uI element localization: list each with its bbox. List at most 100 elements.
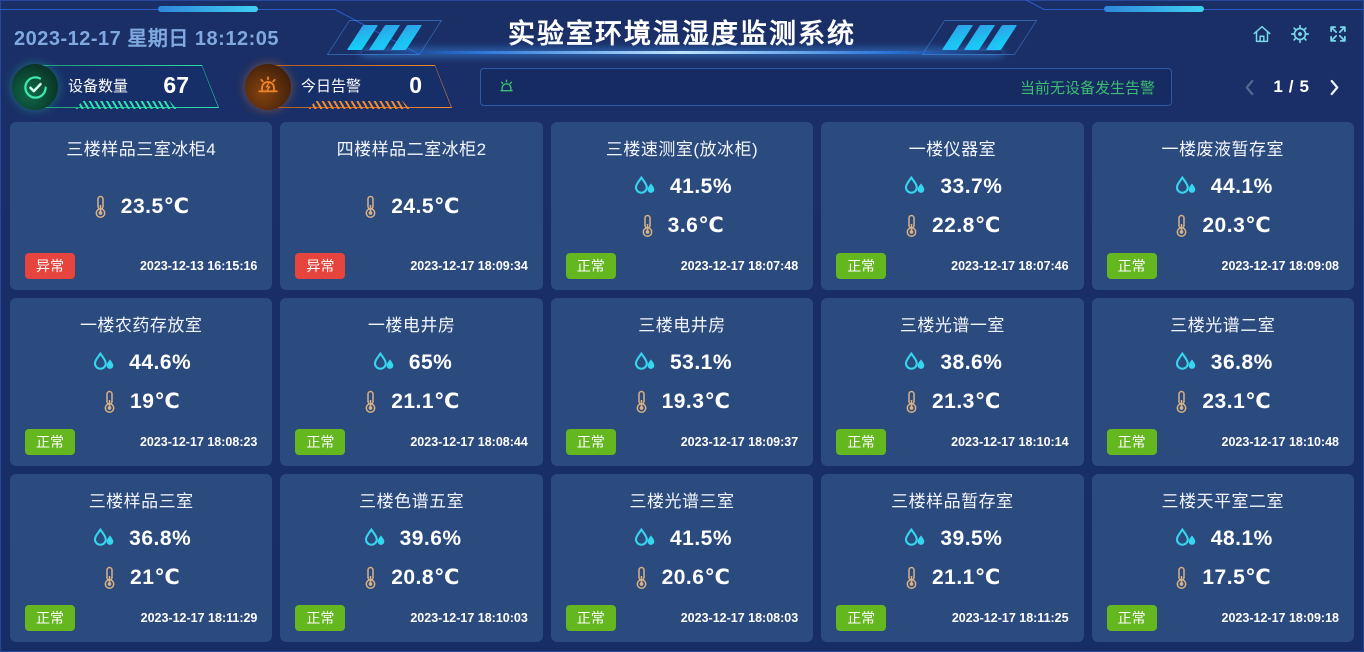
alarm-banner-message: 当前无设备发生告警 — [1019, 79, 1155, 97]
hatch-decoration — [308, 101, 410, 109]
device-card[interactable]: 一楼电井房 65% 21.1℃ 正常 2023-12-17 18:08:44 — [280, 298, 543, 466]
humidity-value: 36.8% — [129, 526, 192, 550]
alarm-count-badge: 今日告警 0 — [245, 63, 452, 111]
room-name: 三楼样品三室冰柜4 — [66, 140, 217, 159]
thermometer-icon — [104, 566, 115, 589]
humidity-drops-icon — [634, 176, 655, 194]
timestamp: 2023-12-17 18:10:48 — [1221, 434, 1339, 449]
humidity-reading: 48.1% — [1104, 527, 1342, 551]
device-card[interactable]: 三楼速测室(放冰柜) 41.5% 3.6℃ 正常 2023-12-17 18:0… — [550, 122, 814, 290]
timestamp: 2023-12-17 18:08:23 — [139, 434, 258, 449]
timestamp: 2023-12-17 18:09:18 — [1221, 610, 1339, 625]
header-actions — [1250, 22, 1350, 46]
thermometer-icon — [636, 566, 647, 589]
device-card[interactable]: 三楼色谱五室 39.6% 20.8℃ 正常 2023-12-17 18:10:0… — [280, 474, 543, 642]
status-badge: 正常 — [295, 604, 346, 631]
card-footer: 异常 2023-12-13 16:15:16 — [22, 253, 260, 279]
temperature-value: 21.1℃ — [391, 390, 460, 414]
humidity-drops-icon — [905, 176, 925, 194]
device-card[interactable]: 三楼光谱二室 36.8% 23.1℃ 正常 2023-12-17 18:10:4… — [1091, 298, 1354, 466]
next-page-button[interactable] — [1326, 76, 1342, 98]
thermometer-icon — [1176, 390, 1187, 413]
device-card[interactable]: 三楼天平室二室 48.1% 17.5℃ 正常 2023-12-17 18:09:… — [1091, 474, 1354, 642]
humidity-value: 33.7% — [940, 174, 1003, 198]
humidity-value: 36.8% — [1210, 350, 1273, 374]
humidity-value: 53.1% — [669, 350, 733, 374]
card-footer: 正常 2023-12-17 18:07:46 — [833, 252, 1071, 279]
humidity-reading: 41.5% — [563, 175, 801, 199]
humidity-drops-icon — [1175, 528, 1196, 546]
status-badge: 正常 — [565, 428, 616, 455]
status-badge: 正常 — [836, 428, 887, 455]
thermometer-icon — [1176, 566, 1187, 589]
room-name: 三楼样品暂存室 — [891, 492, 1014, 511]
temperature-reading: 17.5℃ — [1104, 565, 1342, 590]
card-footer: 正常 2023-12-17 18:09:08 — [1104, 252, 1342, 279]
humidity-drops-icon — [94, 352, 114, 370]
humidity-reading: 36.8% — [22, 527, 260, 551]
home-icon[interactable] — [1250, 22, 1274, 46]
device-card[interactable]: 一楼仪器室 33.7% 22.8℃ 正常 2023-12-17 18:07:46 — [821, 122, 1084, 290]
temperature-value: 20.6℃ — [661, 566, 731, 590]
device-card[interactable]: 四楼样品二室冰柜2 24.5℃ 异常 2023-12-17 18:09:34 — [280, 122, 543, 290]
humidity-value: 39.5% — [940, 526, 1003, 550]
card-footer: 正常 2023-12-17 18:09:37 — [563, 428, 801, 455]
status-badge: 正常 — [565, 252, 616, 279]
fullscreen-icon[interactable] — [1326, 22, 1350, 46]
prev-page-button[interactable] — [1241, 76, 1257, 98]
thermometer-icon — [365, 390, 376, 413]
device-card[interactable]: 三楼样品三室 36.8% 21℃ 正常 2023-12-17 18:11:29 — [10, 474, 273, 642]
device-card[interactable]: 一楼农药存放室 44.6% 19℃ 正常 2023-12-17 18:08:23 — [10, 298, 273, 466]
humidity-value: 41.5% — [669, 174, 733, 198]
temperature-value: 3.6℃ — [667, 214, 725, 238]
card-footer: 正常 2023-12-17 18:08:23 — [22, 428, 260, 455]
humidity-value: 44.1% — [1210, 174, 1273, 198]
humidity-reading: 38.6% — [833, 351, 1071, 375]
device-card[interactable]: 三楼光谱三室 41.5% 20.6℃ 正常 2023-12-17 18:08:0… — [550, 474, 814, 642]
thermometer-icon — [636, 390, 647, 413]
alarm-banner: 当前无设备发生告警 — [480, 68, 1172, 106]
humidity-reading: 44.6% — [22, 351, 260, 375]
temperature-reading: 3.6℃ — [563, 213, 801, 238]
room-name: 三楼速测室(放冰柜) — [605, 140, 759, 159]
temperature-value: 23.5℃ — [120, 195, 190, 218]
humidity-drops-icon — [373, 352, 394, 370]
page-title: 实验室环境温湿度监测系统 — [508, 19, 856, 49]
humidity-reading: 41.5% — [563, 527, 801, 551]
card-footer: 正常 2023-12-17 18:08:44 — [292, 428, 530, 455]
room-name: 四楼样品二室冰柜2 — [336, 140, 487, 159]
temperature-value: 21℃ — [130, 566, 181, 590]
status-badge: 正常 — [25, 428, 75, 455]
card-footer: 正常 2023-12-17 18:10:48 — [1104, 428, 1342, 455]
card-footer: 异常 2023-12-17 18:09:34 — [292, 253, 530, 279]
settings-gear-icon[interactable] — [1288, 22, 1312, 46]
room-name: 一楼农药存放室 — [79, 316, 203, 335]
humidity-drops-icon — [1175, 352, 1196, 370]
total-pages: 5 — [1299, 77, 1310, 96]
device-count-value: 67 — [163, 71, 189, 98]
datetime-display: 2023-12-17 星期日 18:12:05 — [14, 28, 279, 50]
device-card[interactable]: 三楼样品三室冰柜4 23.5℃ 异常 2023-12-13 16:15:16 — [10, 122, 273, 290]
timestamp: 2023-12-17 18:08:03 — [680, 610, 799, 625]
timestamp: 2023-12-17 18:10:03 — [410, 610, 528, 625]
room-name: 三楼电井房 — [638, 316, 726, 335]
humidity-reading: 36.8% — [1104, 351, 1342, 375]
temperature-reading: 19℃ — [22, 389, 260, 414]
humidity-reading: 39.5% — [833, 527, 1071, 551]
device-card[interactable]: 三楼样品暂存室 39.5% 21.1℃ 正常 2023-12-17 18:11:… — [821, 474, 1084, 642]
humidity-value: 38.6% — [940, 350, 1003, 374]
timestamp: 2023-12-17 18:09:37 — [680, 434, 799, 449]
device-card[interactable]: 三楼电井房 53.1% 19.3℃ 正常 2023-12-17 18:09:37 — [550, 298, 814, 466]
card-footer: 正常 2023-12-17 18:11:29 — [22, 604, 260, 631]
device-card[interactable]: 一楼废液暂存室 44.1% 20.3℃ 正常 2023-12-17 18:09:… — [1091, 122, 1354, 290]
temperature-reading: 21.1℃ — [292, 389, 530, 414]
room-name: 一楼废液暂存室 — [1161, 140, 1285, 159]
temperature-reading: 23.1℃ — [1104, 389, 1342, 414]
page-separator: / — [1288, 77, 1295, 96]
temperature-reading: 22.8℃ — [833, 213, 1071, 238]
device-card[interactable]: 三楼光谱一室 38.6% 21.3℃ 正常 2023-12-17 18:10:1… — [821, 298, 1084, 466]
timestamp: 2023-12-17 18:11:29 — [140, 610, 258, 625]
timestamp: 2023-12-17 18:11:25 — [951, 610, 1069, 625]
thermometer-icon — [906, 566, 917, 589]
room-name: 三楼样品三室 — [88, 492, 194, 511]
